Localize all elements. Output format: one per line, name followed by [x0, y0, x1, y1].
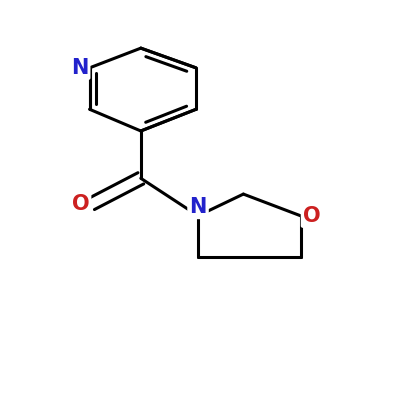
Text: O: O: [72, 194, 89, 214]
Text: O: O: [303, 206, 320, 226]
Text: N: N: [189, 197, 207, 217]
Text: N: N: [71, 58, 88, 78]
